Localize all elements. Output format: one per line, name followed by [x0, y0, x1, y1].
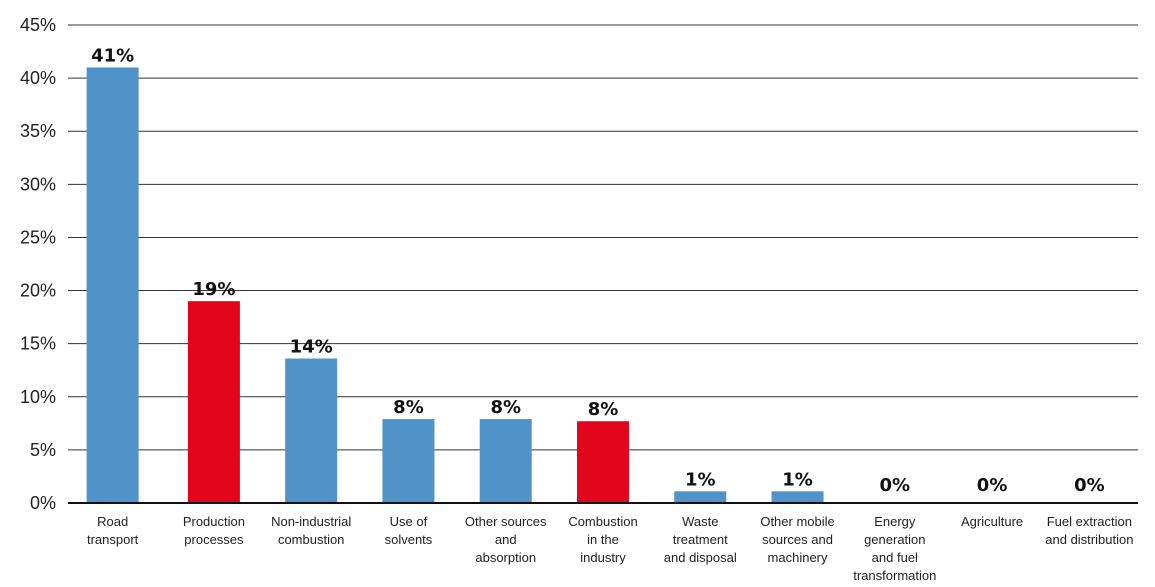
y-tick-label: 5%	[30, 440, 56, 460]
category-label: Energy generation and fuel transformation	[853, 514, 936, 583]
category-label-line: Agriculture	[961, 514, 1023, 529]
y-tick-label: 0%	[30, 493, 56, 513]
category-label: Combustion in the industry	[568, 514, 637, 565]
data-label: 1%	[782, 469, 813, 490]
category-label-line: Other sources	[465, 514, 547, 529]
data-label: 0%	[1074, 475, 1105, 496]
category-label-line: and distribution	[1045, 532, 1133, 547]
category-labels: Road transport Production processes Non-indu…	[87, 514, 1133, 583]
data-label: 8%	[490, 397, 521, 418]
data-label: 8%	[588, 399, 619, 420]
y-tick-label: 10%	[20, 387, 56, 407]
data-label: 0%	[880, 475, 911, 496]
data-label: 14%	[290, 337, 333, 358]
category-label-line: absorption	[475, 550, 536, 565]
category-label-line: Other mobile	[760, 514, 834, 529]
y-tick-label: 15%	[20, 334, 56, 354]
category-label-line: combustion	[278, 532, 344, 547]
bar	[187, 301, 240, 503]
category-label: Other mobile sources and machinery	[760, 514, 834, 565]
y-axis-tick-labels: 0% 5% 10% 15% 20% 25% 30% 35% 40% 45%	[20, 15, 56, 513]
category-label-line: in the	[587, 532, 619, 547]
category-label: Other sources and absorption	[465, 514, 547, 565]
category-label-line: Road	[97, 514, 128, 529]
bar	[285, 358, 338, 503]
bar	[86, 67, 139, 503]
bars	[86, 67, 824, 503]
category-label-line: solvents	[385, 532, 433, 547]
bar	[674, 491, 727, 503]
category-label-line: machinery	[768, 550, 828, 565]
y-tick-label: 40%	[20, 68, 56, 88]
data-label: 8%	[393, 397, 424, 418]
category-label-line: and disposal	[664, 550, 737, 565]
category-label-line: treatment	[673, 532, 728, 547]
data-label: 41%	[91, 45, 134, 66]
category-label-line: industry	[580, 550, 626, 565]
y-tick-label: 45%	[20, 15, 56, 35]
y-tick-label: 25%	[20, 227, 56, 247]
category-label: Production processes	[183, 514, 245, 547]
category-label: Waste treatment and disposal	[664, 514, 737, 565]
bar	[771, 491, 824, 503]
data-labels: 41% 19% 14% 8% 8% 8% 1% 1% 0% 0% 0%	[91, 45, 1105, 496]
y-tick-label: 35%	[20, 121, 56, 141]
category-label-line: Production	[183, 514, 245, 529]
category-label-line: generation	[864, 532, 925, 547]
category-label: Non-industrial combustion	[271, 514, 351, 547]
category-label: Use of solvents	[385, 514, 433, 547]
category-label-line: sources and	[762, 532, 833, 547]
data-label: 0%	[977, 475, 1008, 496]
category-label-line: Waste	[682, 514, 718, 529]
category-label-line: Energy	[874, 514, 916, 529]
category-label-line: Combustion	[568, 514, 637, 529]
category-label-line: and fuel	[872, 550, 918, 565]
category-label-line: transformation	[853, 568, 936, 583]
category-label-line: processes	[184, 532, 244, 547]
category-label-line: Fuel extraction	[1047, 514, 1132, 529]
bar	[577, 421, 629, 503]
bar	[382, 419, 435, 503]
category-label: Road transport	[87, 514, 139, 547]
y-tick-label: 20%	[20, 281, 56, 301]
data-label: 19%	[192, 279, 235, 300]
category-label-line: and	[495, 532, 517, 547]
category-label: Agriculture	[961, 514, 1023, 529]
category-label-line: Use of	[390, 514, 428, 529]
y-tick-label: 30%	[20, 174, 56, 194]
gridlines	[68, 24, 1138, 451]
bar	[479, 419, 532, 503]
category-label-line: Non-industrial	[271, 514, 351, 529]
data-label: 1%	[685, 469, 716, 490]
category-label-line: transport	[87, 532, 139, 547]
category-label: Fuel extraction and distribution	[1045, 514, 1133, 547]
